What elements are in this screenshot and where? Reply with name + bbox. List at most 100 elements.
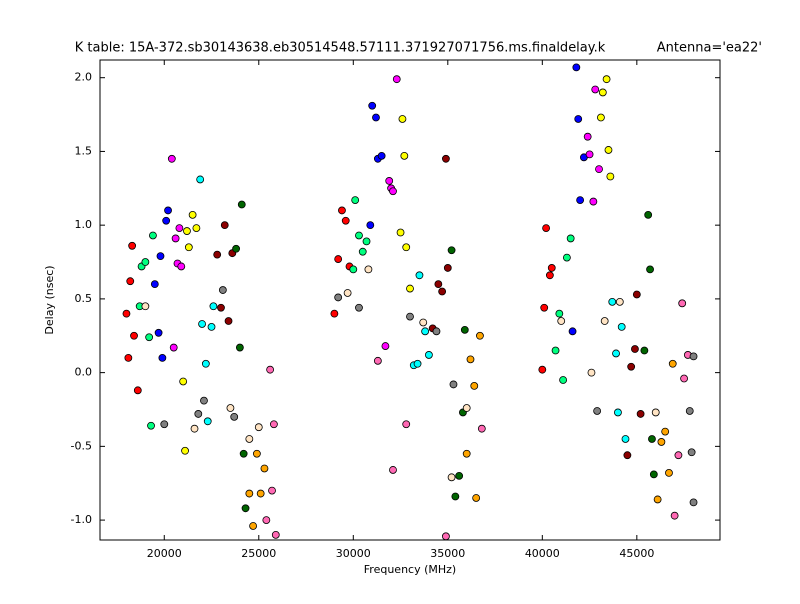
scatter-point	[542, 224, 550, 233]
scatter-point	[373, 356, 382, 365]
scatter-point	[651, 408, 660, 417]
scatter-point	[124, 353, 133, 362]
scatter-point	[574, 115, 583, 123]
scatter-point	[162, 216, 171, 225]
scatter-point	[349, 265, 358, 274]
scatter-point	[657, 438, 666, 446]
y-tick-label: -1.0	[71, 513, 92, 526]
scatter-point	[689, 498, 698, 507]
scatter-point	[538, 365, 547, 374]
scatter-point	[587, 368, 596, 377]
scatter-point	[362, 237, 371, 246]
scatter-point	[239, 449, 248, 458]
scatter-point	[640, 346, 649, 355]
scatter-point	[665, 469, 673, 477]
scatter-point	[249, 522, 258, 530]
scatter-point	[631, 345, 639, 353]
y-tick-label: -0.5	[71, 439, 92, 452]
scatter-point	[252, 449, 261, 458]
scatter-point	[583, 132, 592, 141]
scatter-point	[262, 516, 271, 524]
scatter-point	[402, 243, 411, 252]
scatter-point	[381, 342, 390, 350]
scatter-point	[224, 317, 233, 325]
scatter-point	[400, 151, 409, 160]
scatter-point	[442, 154, 450, 163]
scatter-point	[685, 407, 694, 415]
scatter-point	[442, 532, 450, 541]
scatter-point	[398, 115, 407, 123]
scatter-point	[623, 451, 632, 460]
chart-subtitle: Antenna='ea22'	[657, 41, 762, 56]
scatter-point	[385, 177, 394, 185]
scatter-point	[406, 284, 414, 293]
scatter-point	[392, 75, 401, 84]
scatter-point	[421, 327, 430, 336]
scatter-point	[621, 435, 630, 443]
scatter-point	[472, 494, 481, 502]
scatter-point	[355, 303, 363, 312]
scatter-point	[130, 331, 138, 340]
scatter-point	[477, 424, 486, 433]
scatter-point	[432, 327, 441, 336]
scatter-point	[591, 85, 600, 94]
scatter-point	[175, 224, 184, 233]
scatter-point	[687, 448, 696, 457]
scatter-point	[358, 247, 367, 256]
scatter-point	[632, 290, 641, 299]
scatter-point	[226, 404, 235, 412]
scatter-point	[198, 320, 206, 328]
scatter-point	[466, 355, 475, 364]
scatter-point	[128, 241, 137, 250]
y-tick-label: 0.0	[75, 366, 93, 379]
scatter-point	[201, 359, 210, 368]
scatter-point	[540, 303, 549, 312]
scatter-point	[555, 309, 564, 318]
scatter-point	[606, 172, 615, 181]
scatter-point	[593, 407, 602, 415]
scatter-point	[661, 427, 670, 436]
scatter-point	[235, 343, 244, 352]
scatter-point	[164, 206, 172, 215]
scatter-point	[572, 63, 581, 72]
x-tick-label: 45000	[619, 547, 654, 560]
scatter-point	[668, 359, 677, 368]
scatter-point	[334, 255, 343, 263]
scatter-point	[256, 489, 265, 498]
scatter-point	[355, 231, 363, 240]
y-tick-label: 1.0	[75, 218, 93, 231]
scatter-point	[149, 231, 157, 240]
scatter-point	[678, 299, 687, 308]
scatter-point	[126, 277, 135, 286]
scatter-point	[443, 264, 452, 272]
scatter-point	[476, 331, 484, 340]
scatter-point	[154, 328, 163, 337]
scatter-point	[334, 293, 343, 302]
scatter-point	[434, 280, 443, 289]
scatter-point	[207, 323, 216, 331]
scatter-point	[260, 464, 269, 473]
scatter-point	[562, 253, 571, 262]
scatter-point	[670, 511, 679, 520]
scatter-point	[147, 421, 155, 430]
scatter-point	[122, 309, 131, 318]
scatter-point	[576, 196, 585, 204]
scatter-point	[200, 396, 208, 405]
scatter-point	[254, 423, 263, 432]
scatter-point	[396, 228, 405, 237]
scatter-point	[184, 243, 193, 252]
scatter-point	[415, 271, 424, 280]
scatter-point	[160, 420, 169, 429]
scatter-point	[203, 417, 212, 426]
scatter-point	[230, 412, 239, 421]
scatter-point	[190, 424, 199, 433]
scatter-point	[689, 352, 698, 361]
scatter-point	[150, 280, 159, 289]
scatter-point	[547, 264, 556, 272]
scatter-point	[680, 374, 688, 383]
x-tick-label: 30000	[336, 547, 371, 560]
scatter-point	[608, 297, 617, 306]
scatter-point	[145, 333, 154, 342]
